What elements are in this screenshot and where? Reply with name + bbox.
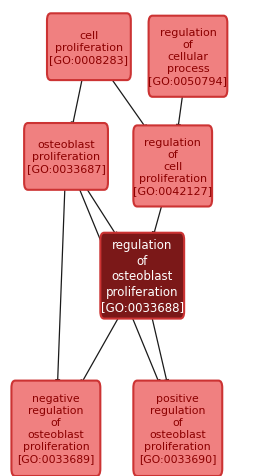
Text: regulation
of
cellular
process
[GO:0050794]: regulation of cellular process [GO:00507… xyxy=(148,28,228,86)
Text: positive
regulation
of
osteoblast
proliferation
[GO:0033690]: positive regulation of osteoblast prolif… xyxy=(139,394,217,463)
FancyBboxPatch shape xyxy=(47,14,131,81)
FancyBboxPatch shape xyxy=(133,126,212,207)
Text: cell
proliferation
[GO:0008283]: cell proliferation [GO:0008283] xyxy=(49,30,129,65)
Text: regulation
of
osteoblast
proliferation
[GO:0033688]: regulation of osteoblast proliferation [… xyxy=(101,238,184,314)
FancyBboxPatch shape xyxy=(100,233,184,319)
FancyBboxPatch shape xyxy=(24,124,108,190)
Text: regulation
of
cell
proliferation
[GO:0042127]: regulation of cell proliferation [GO:004… xyxy=(133,138,212,196)
FancyBboxPatch shape xyxy=(11,381,100,476)
Text: negative
regulation
of
osteoblast
proliferation
[GO:0033689]: negative regulation of osteoblast prolif… xyxy=(17,394,94,463)
FancyBboxPatch shape xyxy=(149,17,227,98)
Text: osteoblast
proliferation
[GO:0033687]: osteoblast proliferation [GO:0033687] xyxy=(27,140,105,174)
FancyBboxPatch shape xyxy=(133,381,222,476)
